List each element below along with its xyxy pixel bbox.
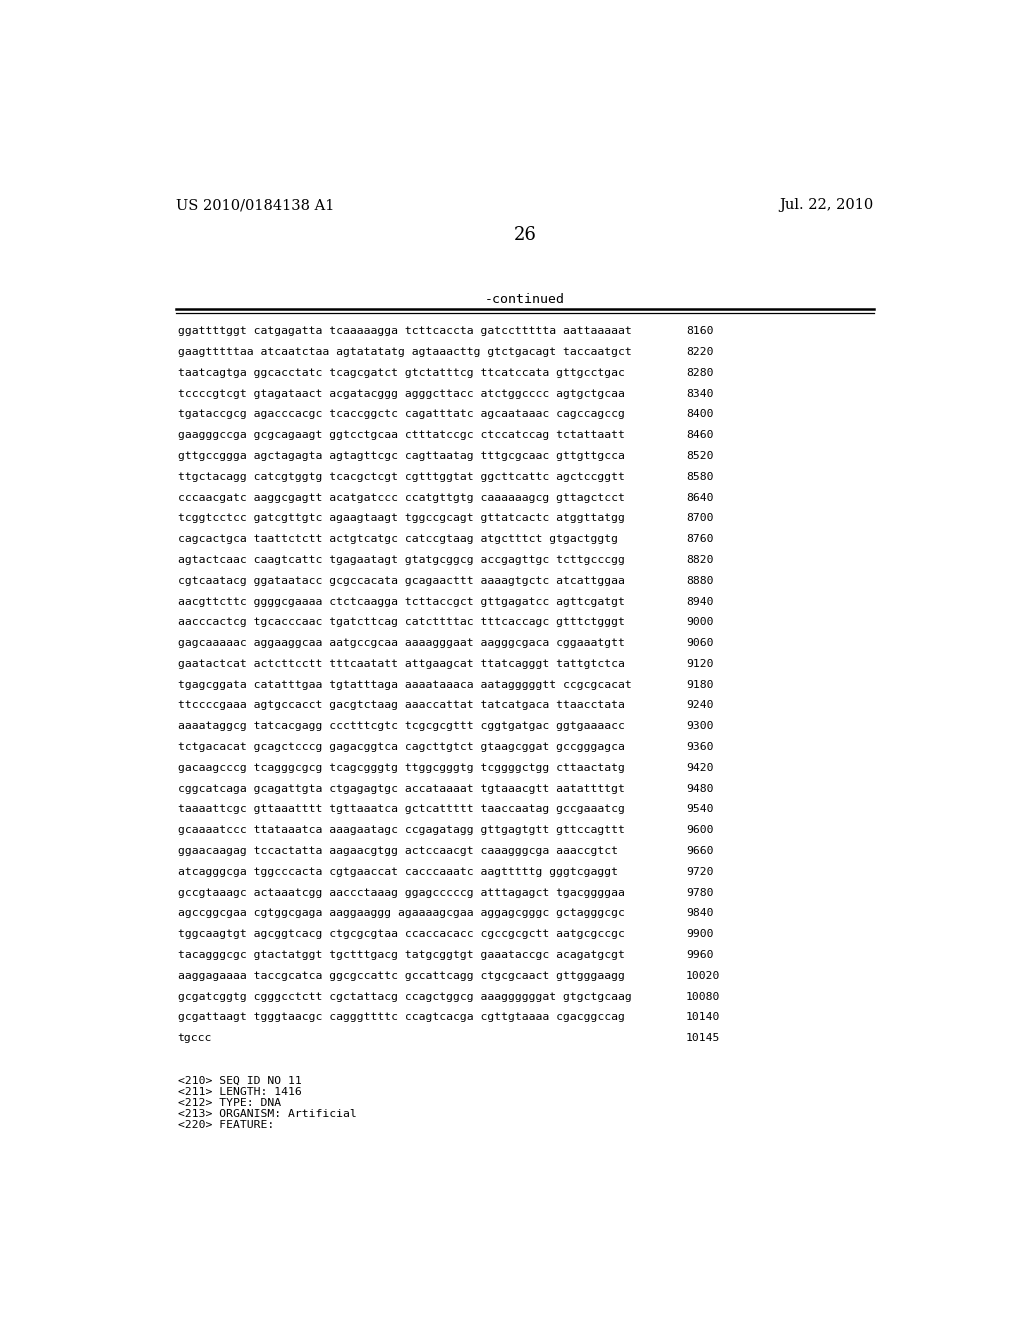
Text: ggattttggt catgagatta tcaaaaagga tcttcaccta gatccttttta aattaaaaat: ggattttggt catgagatta tcaaaaagga tcttcac… <box>177 326 632 337</box>
Text: 8220: 8220 <box>686 347 714 356</box>
Text: 8580: 8580 <box>686 471 714 482</box>
Text: gcaaaatccc ttataaatca aaagaatagc ccgagatagg gttgagtgtt gttccagttt: gcaaaatccc ttataaatca aaagaatagc ccgagat… <box>177 825 625 836</box>
Text: tctgacacat gcagctcccg gagacggtca cagcttgtct gtaagcggat gccgggagca: tctgacacat gcagctcccg gagacggtca cagcttg… <box>177 742 625 752</box>
Text: gacaagcccg tcagggcgcg tcagcgggtg ttggcgggtg tcggggctgg cttaactatg: gacaagcccg tcagggcgcg tcagcgggtg ttggcgg… <box>177 763 625 772</box>
Text: 8400: 8400 <box>686 409 714 420</box>
Text: 9540: 9540 <box>686 804 714 814</box>
Text: 8460: 8460 <box>686 430 714 440</box>
Text: 9420: 9420 <box>686 763 714 772</box>
Text: taatcagtga ggcacctatc tcagcgatct gtctatttcg ttcatccata gttgcctgac: taatcagtga ggcacctatc tcagcgatct gtctatt… <box>177 368 625 378</box>
Text: 9480: 9480 <box>686 784 714 793</box>
Text: tgccc: tgccc <box>177 1034 212 1043</box>
Text: gcgatcggtg cgggcctctt cgctattacg ccagctggcg aaaggggggat gtgctgcaag: gcgatcggtg cgggcctctt cgctattacg ccagctg… <box>177 991 632 1002</box>
Text: agtactcaac caagtcattc tgagaatagt gtatgcggcg accgagttgc tcttgcccgg: agtactcaac caagtcattc tgagaatagt gtatgcg… <box>177 554 625 565</box>
Text: 9120: 9120 <box>686 659 714 669</box>
Text: 10145: 10145 <box>686 1034 720 1043</box>
Text: taaaattcgc gttaaatttt tgttaaatca gctcattttt taaccaatag gccgaaatcg: taaaattcgc gttaaatttt tgttaaatca gctcatt… <box>177 804 625 814</box>
Text: tgataccgcg agacccacgc tcaccggctc cagatttatc agcaataaac cagccagccg: tgataccgcg agacccacgc tcaccggctc cagattt… <box>177 409 625 420</box>
Text: 8880: 8880 <box>686 576 714 586</box>
Text: tacagggcgc gtactatggt tgctttgacg tatgcggtgt gaaataccgc acagatgcgt: tacagggcgc gtactatggt tgctttgacg tatgcgg… <box>177 950 625 960</box>
Text: 8700: 8700 <box>686 513 714 523</box>
Text: gagcaaaaac aggaaggcaa aatgccgcaa aaaagggaat aagggcgaca cggaaatgtt: gagcaaaaac aggaaggcaa aatgccgcaa aaaaggg… <box>177 638 625 648</box>
Text: gttgccggga agctagagta agtagttcgc cagttaatag tttgcgcaac gttgttgcca: gttgccggga agctagagta agtagttcgc cagttaa… <box>177 451 625 461</box>
Text: 9660: 9660 <box>686 846 714 855</box>
Text: <210> SEQ ID NO 11: <210> SEQ ID NO 11 <box>177 1076 301 1085</box>
Text: 9300: 9300 <box>686 721 714 731</box>
Text: 8520: 8520 <box>686 451 714 461</box>
Text: Jul. 22, 2010: Jul. 22, 2010 <box>779 198 873 213</box>
Text: gcgattaagt tgggtaacgc cagggttttc ccagtcacga cgttgtaaaa cgacggccag: gcgattaagt tgggtaacgc cagggttttc ccagtca… <box>177 1012 625 1022</box>
Text: tcggtcctcc gatcgttgtc agaagtaagt tggccgcagt gttatcactc atggttatgg: tcggtcctcc gatcgttgtc agaagtaagt tggccgc… <box>177 513 625 523</box>
Text: 8340: 8340 <box>686 388 714 399</box>
Text: 10020: 10020 <box>686 970 720 981</box>
Text: tgagcggata catatttgaa tgtatttaga aaaataaaca aatagggggtt ccgcgcacat: tgagcggata catatttgaa tgtatttaga aaaataa… <box>177 680 632 689</box>
Text: 9240: 9240 <box>686 701 714 710</box>
Text: ttccccgaaa agtgccacct gacgtctaag aaaccattat tatcatgaca ttaacctata: ttccccgaaa agtgccacct gacgtctaag aaaccat… <box>177 701 625 710</box>
Text: aaaataggcg tatcacgagg ccctttcgtc tcgcgcgttt cggtgatgac ggtgaaaacc: aaaataggcg tatcacgagg ccctttcgtc tcgcgcg… <box>177 721 625 731</box>
Text: 10080: 10080 <box>686 991 720 1002</box>
Text: aaggagaaaa taccgcatca ggcgccattc gccattcagg ctgcgcaact gttgggaagg: aaggagaaaa taccgcatca ggcgccattc gccattc… <box>177 970 625 981</box>
Text: cccaacgatc aaggcgagtt acatgatccc ccatgttgtg caaaaaagcg gttagctcct: cccaacgatc aaggcgagtt acatgatccc ccatgtt… <box>177 492 625 503</box>
Text: cggcatcaga gcagattgta ctgagagtgc accataaaat tgtaaacgtt aatattttgt: cggcatcaga gcagattgta ctgagagtgc accataa… <box>177 784 625 793</box>
Text: 9900: 9900 <box>686 929 714 939</box>
Text: ggaacaagag tccactatta aagaacgtgg actccaacgt caaagggcga aaaccgtct: ggaacaagag tccactatta aagaacgtgg actccaa… <box>177 846 617 855</box>
Text: -continued: -continued <box>484 293 565 306</box>
Text: cagcactgca taattctctt actgtcatgc catccgtaag atgctttct gtgactggtg: cagcactgca taattctctt actgtcatgc catccgt… <box>177 535 617 544</box>
Text: 9720: 9720 <box>686 867 714 876</box>
Text: 9060: 9060 <box>686 638 714 648</box>
Text: aacccactcg tgcacccaac tgatcttcag catcttttac tttcaccagc gtttctgggt: aacccactcg tgcacccaac tgatcttcag catcttt… <box>177 618 625 627</box>
Text: <211> LENGTH: 1416: <211> LENGTH: 1416 <box>177 1086 301 1097</box>
Text: gaatactcat actcttcctt tttcaatatt attgaagcat ttatcagggt tattgtctca: gaatactcat actcttcctt tttcaatatt attgaag… <box>177 659 625 669</box>
Text: 8640: 8640 <box>686 492 714 503</box>
Text: 9360: 9360 <box>686 742 714 752</box>
Text: agccggcgaa cgtggcgaga aaggaaggg agaaaagcgaa aggagcgggc gctagggcgc: agccggcgaa cgtggcgaga aaggaaggg agaaaagc… <box>177 908 625 919</box>
Text: 9000: 9000 <box>686 618 714 627</box>
Text: <220> FEATURE:: <220> FEATURE: <box>177 1121 273 1130</box>
Text: gccgtaaagc actaaatcgg aaccctaaag ggagcccccg atttagagct tgacggggaa: gccgtaaagc actaaatcgg aaccctaaag ggagccc… <box>177 887 625 898</box>
Text: 8280: 8280 <box>686 368 714 378</box>
Text: 9840: 9840 <box>686 908 714 919</box>
Text: cgtcaatacg ggataatacc gcgccacata gcagaacttt aaaagtgctc atcattggaa: cgtcaatacg ggataatacc gcgccacata gcagaac… <box>177 576 625 586</box>
Text: 9180: 9180 <box>686 680 714 689</box>
Text: 8760: 8760 <box>686 535 714 544</box>
Text: 8160: 8160 <box>686 326 714 337</box>
Text: US 2010/0184138 A1: US 2010/0184138 A1 <box>176 198 335 213</box>
Text: 9960: 9960 <box>686 950 714 960</box>
Text: <212> TYPE: DNA: <212> TYPE: DNA <box>177 1098 281 1107</box>
Text: 26: 26 <box>513 226 537 244</box>
Text: 10140: 10140 <box>686 1012 720 1022</box>
Text: 9780: 9780 <box>686 887 714 898</box>
Text: ttgctacagg catcgtggtg tcacgctcgt cgtttggtat ggcttcattc agctccggtt: ttgctacagg catcgtggtg tcacgctcgt cgtttgg… <box>177 471 625 482</box>
Text: gaagtttttaa atcaatctaa agtatatatg agtaaacttg gtctgacagt taccaatgct: gaagtttttaa atcaatctaa agtatatatg agtaaa… <box>177 347 632 356</box>
Text: <213> ORGANISM: Artificial: <213> ORGANISM: Artificial <box>177 1109 356 1119</box>
Text: tccccgtcgt gtagataact acgatacggg agggcttacc atctggcccc agtgctgcaa: tccccgtcgt gtagataact acgatacggg agggctt… <box>177 388 625 399</box>
Text: 8820: 8820 <box>686 554 714 565</box>
Text: aacgttcttc ggggcgaaaa ctctcaagga tcttaccgct gttgagatcc agttcgatgt: aacgttcttc ggggcgaaaa ctctcaagga tcttacc… <box>177 597 625 606</box>
Text: atcagggcga tggcccacta cgtgaaccat cacccaaatc aagtttttg gggtcgaggt: atcagggcga tggcccacta cgtgaaccat cacccaa… <box>177 867 617 876</box>
Text: 8940: 8940 <box>686 597 714 606</box>
Text: gaagggccga gcgcagaagt ggtcctgcaa ctttatccgc ctccatccag tctattaatt: gaagggccga gcgcagaagt ggtcctgcaa ctttatc… <box>177 430 625 440</box>
Text: 9600: 9600 <box>686 825 714 836</box>
Text: tggcaagtgt agcggtcacg ctgcgcgtaa ccaccacacc cgccgcgctt aatgcgccgc: tggcaagtgt agcggtcacg ctgcgcgtaa ccaccac… <box>177 929 625 939</box>
